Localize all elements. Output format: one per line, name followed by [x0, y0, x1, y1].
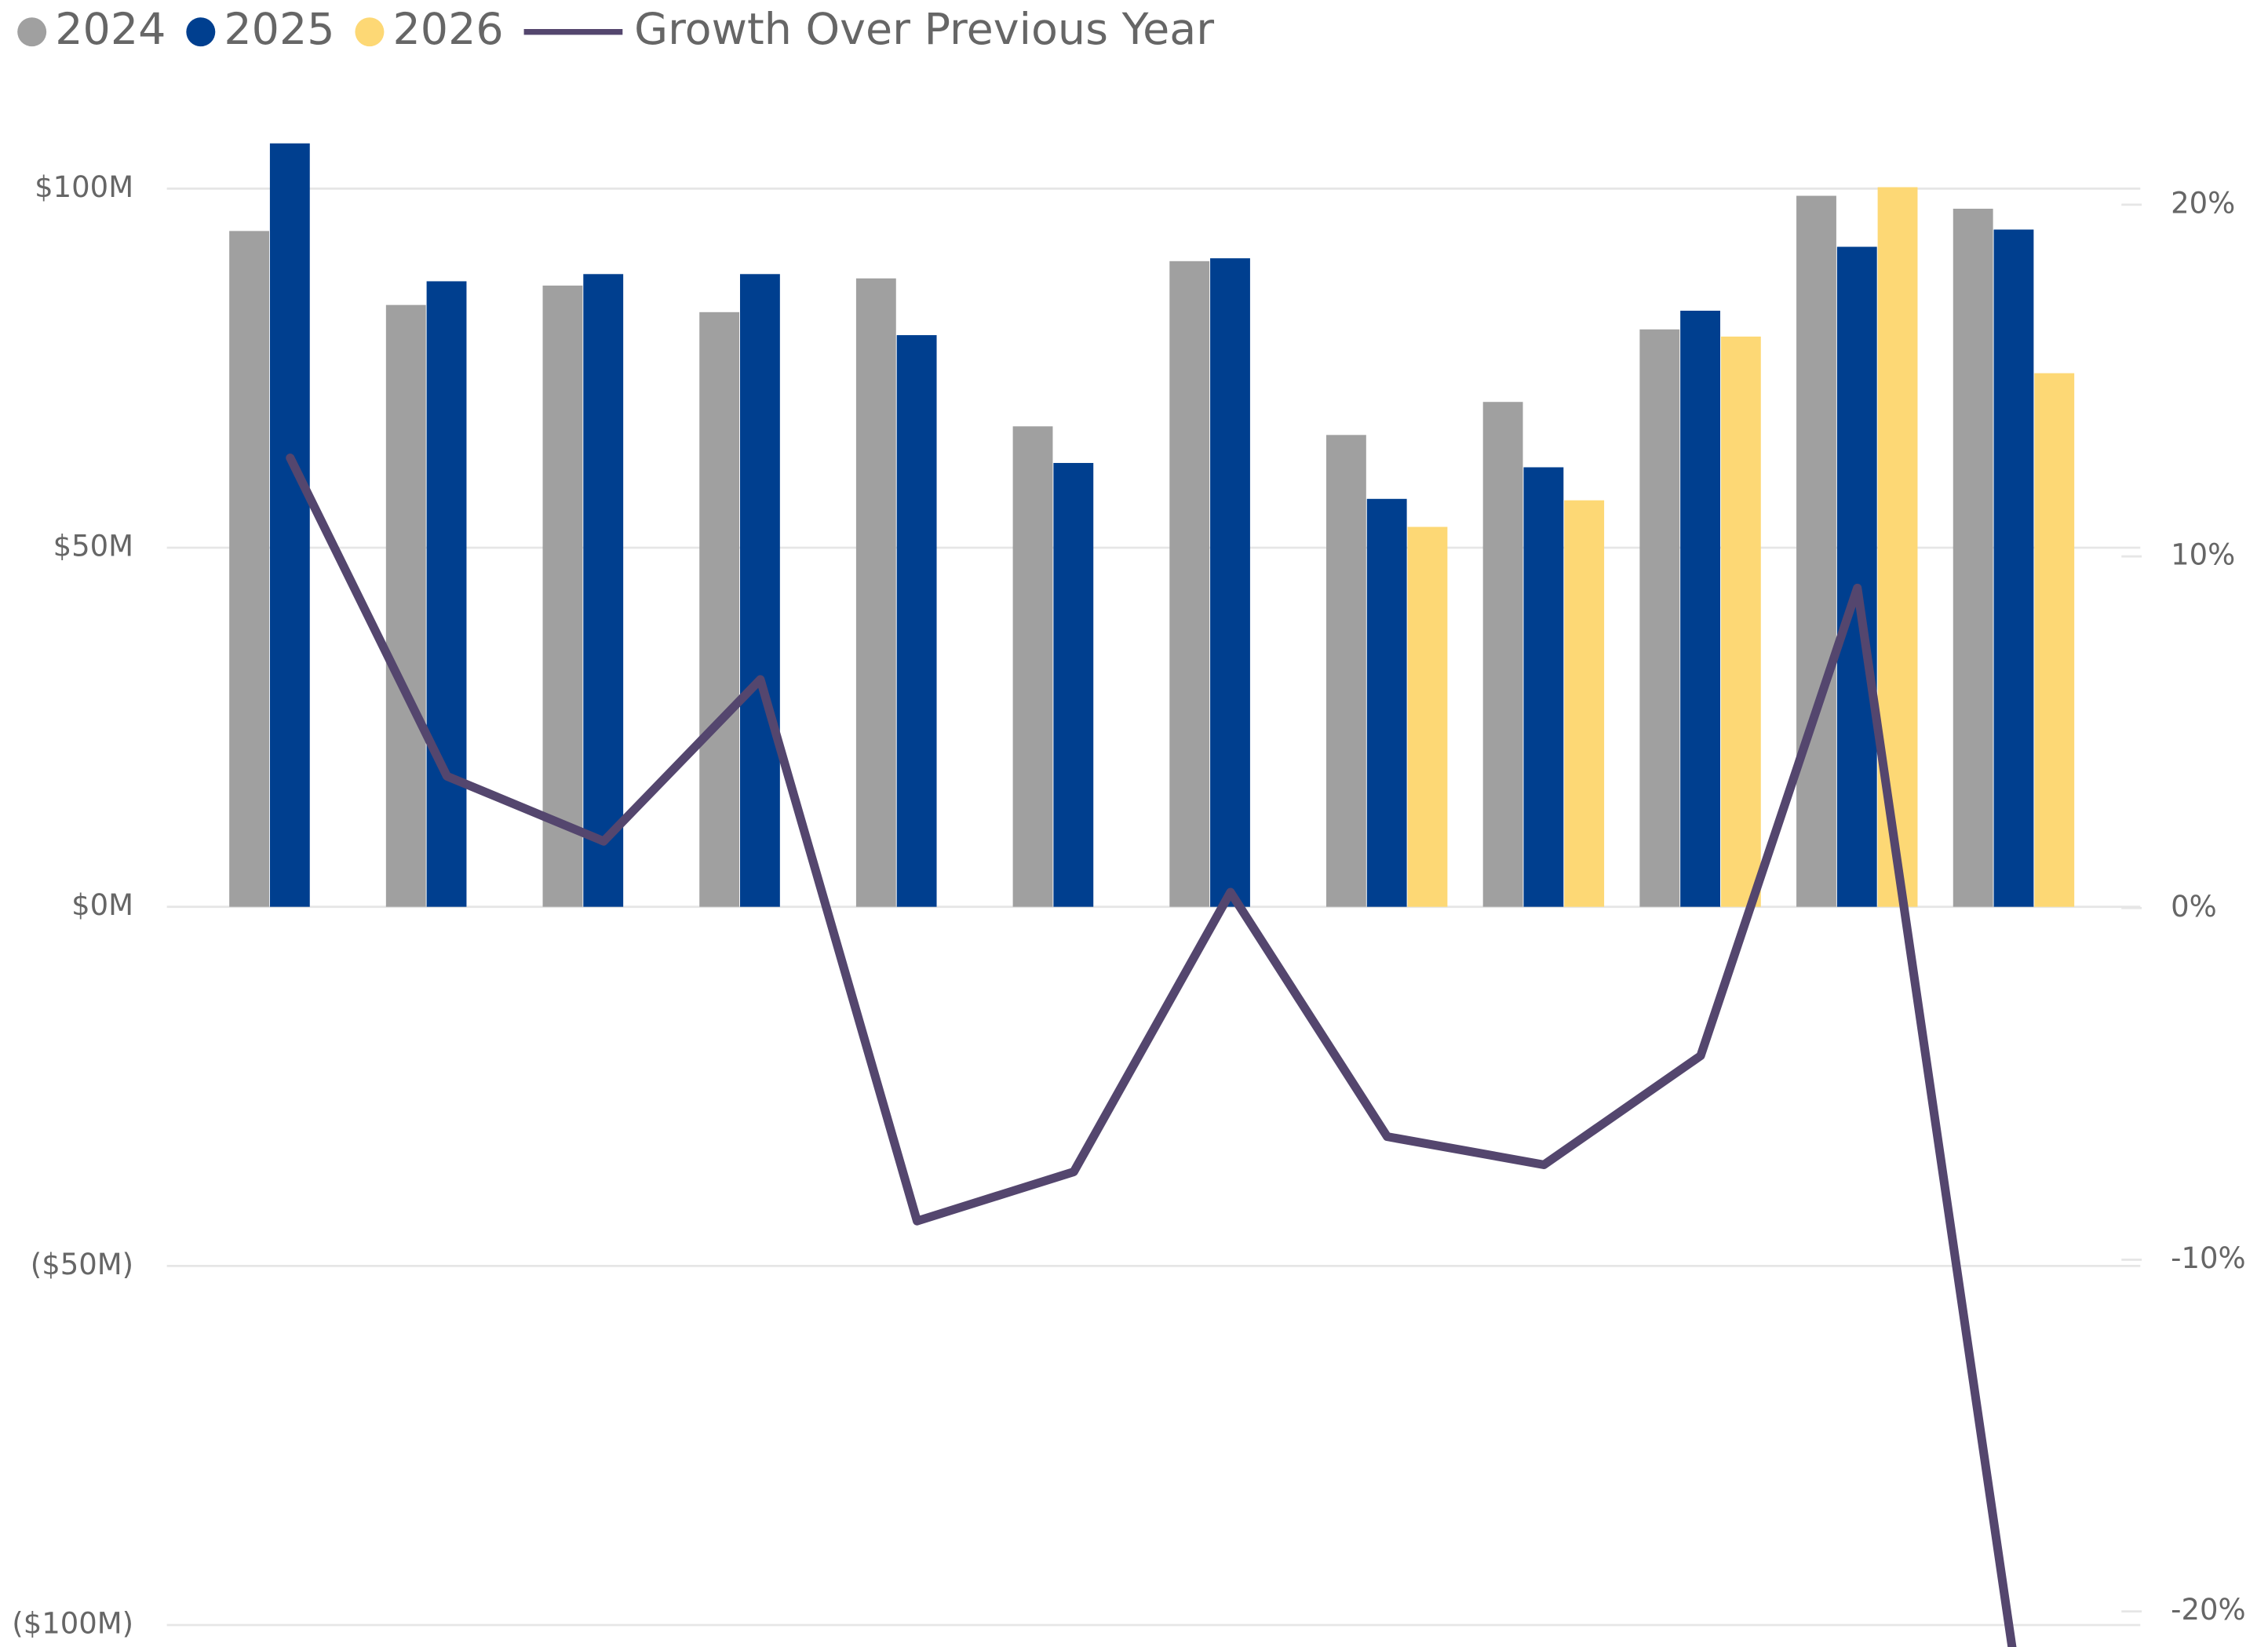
- y-tick-label: $100M: [35, 170, 133, 204]
- bar: [269, 143, 310, 907]
- bar: [855, 278, 896, 907]
- bar: [2034, 373, 2075, 907]
- bar: [1210, 258, 1250, 907]
- y2-tick-label: 20%: [2171, 186, 2235, 220]
- bar: [1836, 246, 1877, 907]
- bar: [385, 304, 426, 907]
- bar: [1053, 463, 1094, 907]
- bar: [542, 285, 583, 907]
- bar: [896, 335, 937, 907]
- bar: [1169, 261, 1210, 907]
- y-tick-label: ($50M): [31, 1248, 133, 1281]
- legend-marker: [355, 17, 385, 47]
- bar: [739, 274, 780, 907]
- bar: [1680, 310, 1720, 907]
- bar: [1564, 500, 1605, 907]
- bar: [1012, 426, 1053, 907]
- y2-tick-label: -20%: [2171, 1593, 2246, 1627]
- legend-marker: [17, 17, 47, 47]
- bar: [1639, 329, 1680, 907]
- y-tick-label: $50M: [53, 530, 133, 563]
- legend-label: 2024: [55, 5, 166, 55]
- bar: [1482, 402, 1523, 907]
- legend-label: 2025: [224, 5, 334, 55]
- y-tick-label: ($100M): [12, 1606, 133, 1640]
- bar: [1523, 467, 1564, 907]
- y-tick-label: $0M: [71, 888, 133, 922]
- bar: [1796, 195, 1836, 907]
- bar: [583, 274, 624, 907]
- bar: [699, 312, 740, 907]
- y2-tick-label: 0%: [2171, 890, 2217, 924]
- bar: [1366, 498, 1407, 907]
- y2-tick-label: 10%: [2171, 538, 2235, 572]
- legend-label: Growth Over Previous Year: [634, 5, 1214, 55]
- y2-tick-label: -10%: [2171, 1241, 2246, 1275]
- bar: [1407, 527, 1448, 907]
- bar: [229, 231, 269, 907]
- bar: [1953, 209, 1993, 907]
- legend-label: 2026: [393, 5, 504, 55]
- bar: [426, 281, 467, 907]
- line: [286, 454, 2017, 1647]
- bar: [1325, 435, 1366, 907]
- bar: [1993, 229, 2034, 907]
- bar: [1877, 187, 1918, 907]
- bar: [1720, 336, 1761, 907]
- legend-marker: [186, 17, 216, 47]
